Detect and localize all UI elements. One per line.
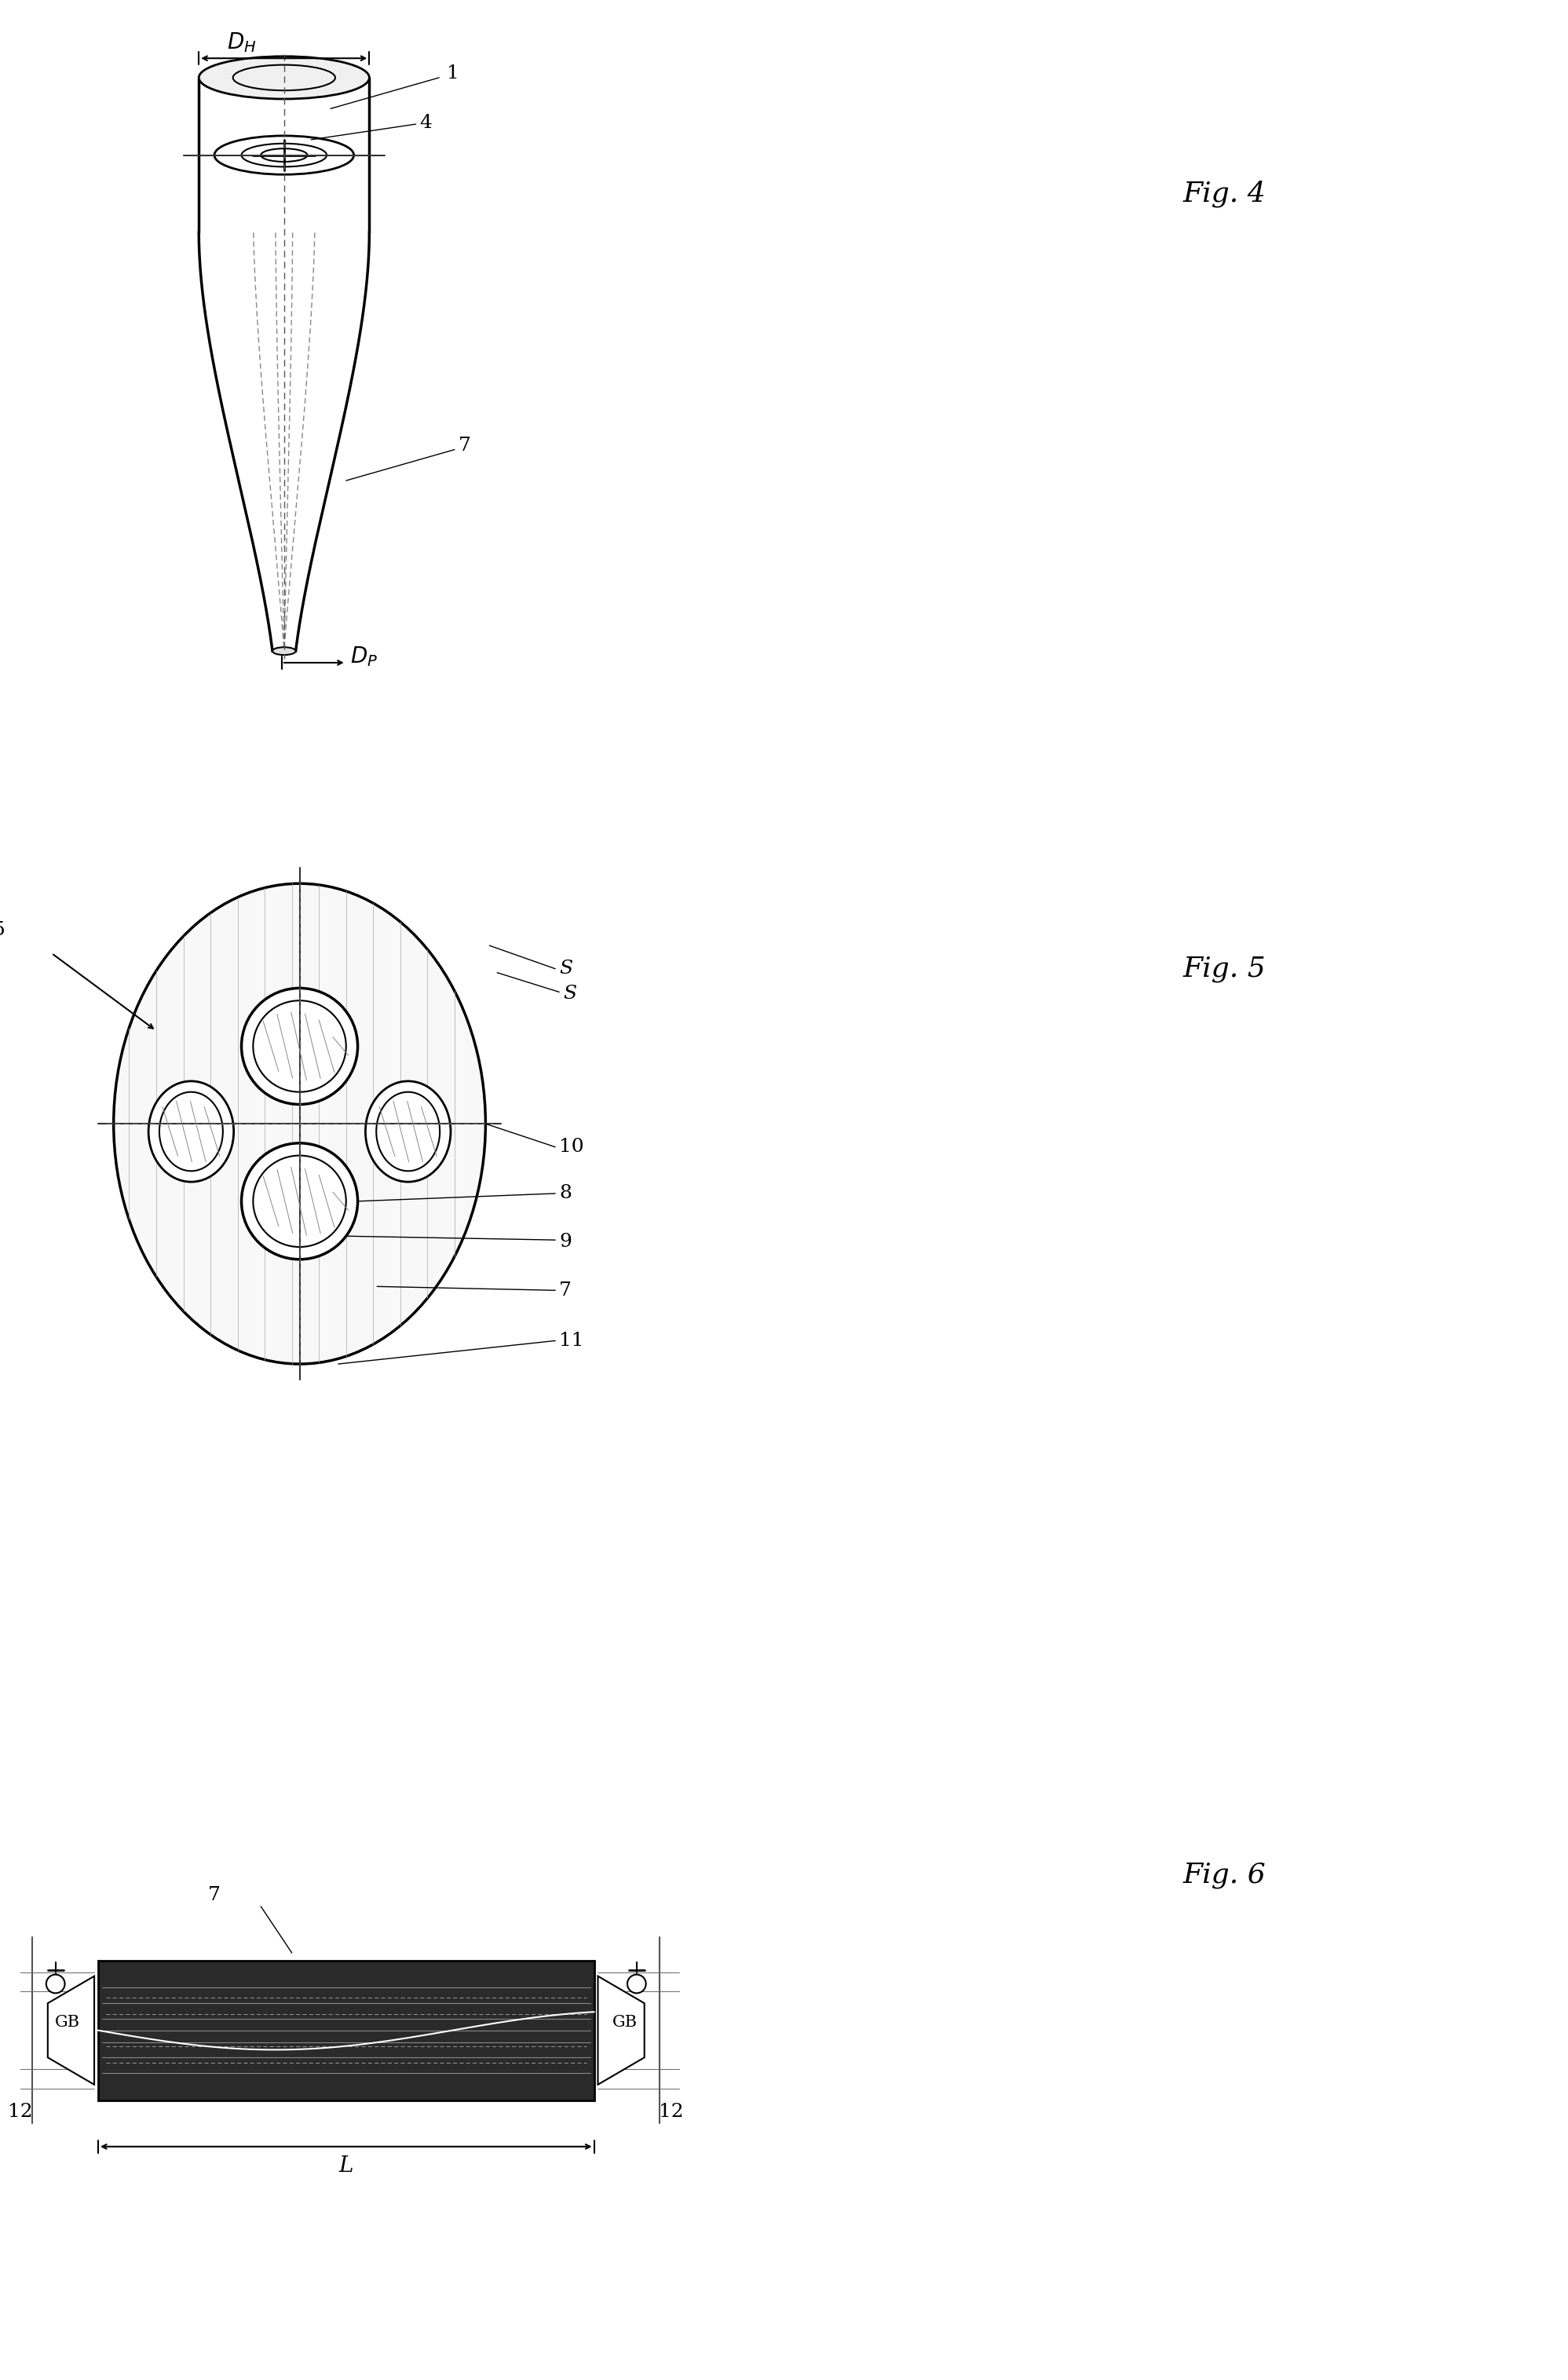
- Text: 12: 12: [8, 2102, 33, 2121]
- Polygon shape: [47, 1975, 94, 2085]
- Ellipse shape: [149, 1081, 234, 1183]
- Text: GB: GB: [55, 2016, 80, 2030]
- Text: $D_H$: $D_H$: [227, 31, 256, 55]
- Polygon shape: [99, 1961, 594, 2099]
- Text: 7: 7: [458, 436, 470, 455]
- Ellipse shape: [273, 647, 296, 654]
- Text: $D_P$: $D_P$: [350, 645, 378, 669]
- Text: 12: 12: [659, 2102, 684, 2121]
- Text: 11: 11: [560, 1333, 583, 1349]
- Text: Fig. 5: Fig. 5: [1182, 954, 1265, 983]
- Text: L: L: [339, 2156, 353, 2178]
- Text: 8: 8: [560, 1185, 572, 1202]
- Text: Fig. 4: Fig. 4: [1182, 181, 1265, 207]
- Text: 7: 7: [560, 1280, 572, 1299]
- Ellipse shape: [199, 57, 370, 100]
- Ellipse shape: [113, 883, 486, 1364]
- Text: Fig. 6: Fig. 6: [1182, 1861, 1265, 1890]
- Text: 5: 5: [0, 921, 5, 940]
- Ellipse shape: [241, 988, 358, 1104]
- Text: 7: 7: [209, 1885, 221, 1904]
- Text: 9: 9: [560, 1233, 572, 1250]
- Ellipse shape: [241, 1142, 358, 1259]
- Text: 1: 1: [447, 64, 459, 83]
- Text: 10: 10: [560, 1138, 583, 1157]
- Text: GB: GB: [613, 2016, 638, 2030]
- Circle shape: [627, 1975, 646, 1992]
- Text: S: S: [560, 959, 572, 978]
- Text: S: S: [563, 985, 577, 1002]
- Text: 4: 4: [420, 114, 433, 131]
- Circle shape: [45, 1975, 64, 1992]
- Polygon shape: [597, 1975, 644, 2085]
- Ellipse shape: [365, 1081, 450, 1183]
